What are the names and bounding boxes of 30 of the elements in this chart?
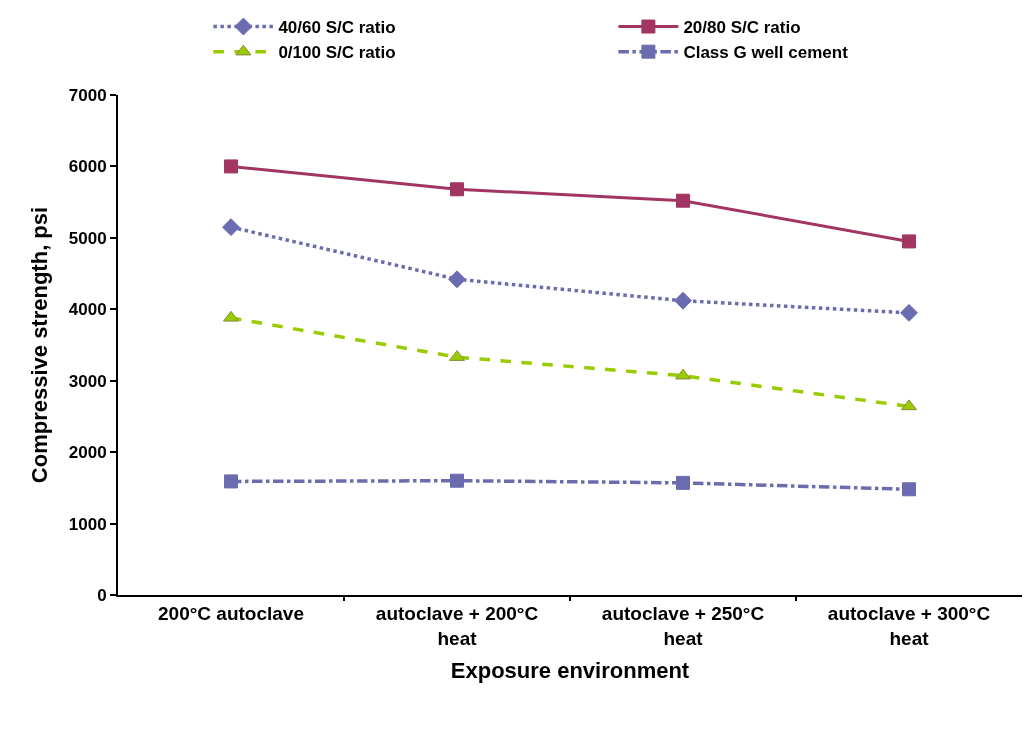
y-tick-label: 3000 [68,371,107,391]
legend-label: 40/60 S/C ratio [278,18,396,38]
y-tick-label: 1000 [68,514,107,534]
legend-label: 20/80 S/C ratio [683,18,801,38]
y-tick-label: 0 [97,585,107,605]
x-tick-label: autoclave + 300°C heat [827,602,991,649]
point [224,159,238,174]
x-tick-label: autoclave + 200°C heat [375,602,539,649]
y-tick-label: 6000 [68,157,107,177]
point [224,474,238,489]
x-axis-title: Exposure environment [450,657,690,683]
point [450,473,464,488]
point [674,291,692,310]
point [902,482,916,497]
legend-label: 0/100 S/C ratio [278,43,396,63]
point [676,193,690,208]
point [902,234,916,249]
point [450,182,464,197]
x-tick-label: autoclave + 250°C heat [601,602,765,649]
y-tick-label: 4000 [68,300,107,320]
x-tick-label: 200°C autoclave [158,602,304,624]
point [222,218,240,237]
y-tick-label: 5000 [68,228,107,248]
y-tick-label: 7000 [68,85,107,105]
y-axis-title: Compressive strength, psi [27,206,53,484]
legend-label: Class G well cement [683,43,849,63]
point [448,270,466,289]
point [676,475,690,490]
y-tick-label: 2000 [68,443,107,463]
point [900,303,918,322]
